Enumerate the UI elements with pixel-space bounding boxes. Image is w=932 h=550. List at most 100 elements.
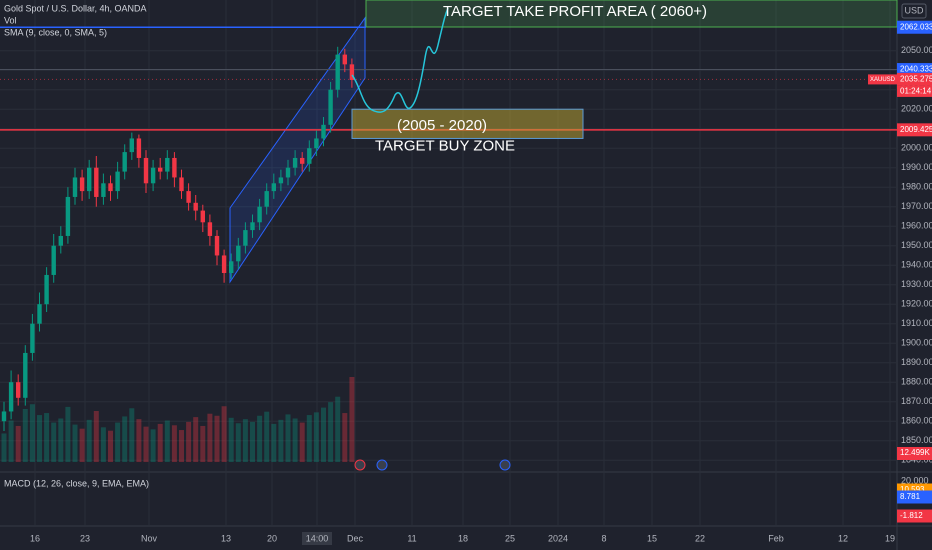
y-tick-label: 1850.000 xyxy=(901,435,932,445)
y-tick-label: 1980.000 xyxy=(901,182,932,192)
volume-bar xyxy=(15,425,21,462)
candle-body xyxy=(229,261,234,273)
buy-zone-range: (2005 - 2020) xyxy=(397,117,487,134)
volume-bar xyxy=(328,402,334,462)
x-tick-label: 25 xyxy=(505,533,515,543)
candle-body xyxy=(328,89,333,125)
candle-body xyxy=(87,167,92,192)
volume-bar xyxy=(200,425,206,462)
candle-body xyxy=(193,202,198,211)
y-tick-label: 1900.000 xyxy=(901,338,932,348)
volume-bar xyxy=(335,396,341,462)
candle-body xyxy=(108,183,113,192)
x-tick-label: 15 xyxy=(647,533,657,543)
volume-bar xyxy=(143,426,149,462)
volume-bar xyxy=(257,415,263,462)
event-icon[interactable] xyxy=(499,459,511,471)
volume-bar xyxy=(1,433,7,462)
volume-bar xyxy=(278,419,284,462)
y-tick-label: 2050.000 xyxy=(901,45,932,55)
volume-bar xyxy=(79,428,85,462)
candle-body xyxy=(292,157,298,168)
candle-body xyxy=(158,167,163,172)
symbol-tag-bg xyxy=(868,74,897,85)
last-price-label: 2035.275 xyxy=(900,75,932,84)
volume-bar xyxy=(51,422,57,462)
volume-bar xyxy=(58,418,64,462)
y-tick-label: 1860.000 xyxy=(901,416,932,426)
volume-bar xyxy=(157,423,163,462)
sma-legend: SMA (9, close, 0, SMA, 5) xyxy=(4,27,107,37)
y-tick-label: 1920.000 xyxy=(901,299,932,309)
volume-bar xyxy=(321,407,326,462)
price-label-bg xyxy=(897,20,932,34)
candle-body xyxy=(179,177,184,192)
volume-bar xyxy=(44,413,50,462)
volume-bar xyxy=(8,420,14,462)
volume-bar xyxy=(228,417,234,462)
last-price-label-bg xyxy=(897,72,932,86)
volume-bar xyxy=(242,419,248,462)
x-tick-label: 11 xyxy=(407,533,416,543)
candle-body xyxy=(129,138,134,153)
candle-body xyxy=(271,183,276,192)
candle-body xyxy=(79,177,85,192)
volume-bar xyxy=(221,406,227,462)
candle-body xyxy=(122,152,127,172)
candle-body xyxy=(58,235,63,246)
volume-bar xyxy=(129,408,135,462)
candle-body xyxy=(207,222,213,236)
x-tick-label: 19 xyxy=(885,533,895,543)
volume-bar xyxy=(108,430,113,462)
macd-tick-label: 20.000 xyxy=(901,475,929,485)
candle-body xyxy=(314,138,319,149)
y-tick-label: 2000.000 xyxy=(901,143,932,153)
x-tick-label: 12 xyxy=(838,533,848,543)
currency-box[interactable] xyxy=(901,3,927,19)
macd-label: 10.593 xyxy=(900,485,925,494)
volume-bar xyxy=(150,429,156,462)
volume-bar xyxy=(93,410,99,462)
volume-bar xyxy=(292,418,298,462)
candle-body xyxy=(172,157,177,178)
candle-body xyxy=(8,382,14,412)
volume-bar xyxy=(250,421,255,462)
x-tick-label: 13 xyxy=(221,533,231,543)
volume-bar xyxy=(122,416,128,462)
marks xyxy=(0,0,898,462)
volume-bar xyxy=(65,406,71,462)
y-tick-label: 1990.000 xyxy=(901,162,932,172)
candle-body xyxy=(72,177,78,197)
x-tick-label: 14:00 xyxy=(306,533,329,543)
y-tick-label: 1930.000 xyxy=(901,279,932,289)
take-profit-text: TARGET TAKE PROFIT AREA ( 2060+) xyxy=(443,3,707,20)
y-tick-label: 1890.000 xyxy=(901,357,932,367)
x-tick-label: 2024 xyxy=(548,533,568,543)
y-tick-label: 2020.000 xyxy=(901,104,932,114)
y-tick-label: 1950.000 xyxy=(901,240,932,250)
volume-bar xyxy=(86,419,92,462)
countdown-bg xyxy=(897,85,932,97)
candle-body xyxy=(23,352,28,398)
candle-body xyxy=(200,210,205,223)
x-tick-label: 23 xyxy=(80,533,90,543)
candle-body xyxy=(236,245,241,262)
volume-tag-bg xyxy=(897,447,932,460)
event-icon[interactable] xyxy=(354,459,366,471)
buy-zone-text: TARGET BUY ZONE xyxy=(375,137,515,154)
candle-body xyxy=(300,157,305,164)
volume-bar xyxy=(207,413,213,462)
x-tick-label: 18 xyxy=(458,533,468,543)
y-tick-label: 1940.000 xyxy=(901,260,932,270)
event-icon[interactable] xyxy=(376,459,388,471)
candle-body xyxy=(101,183,106,197)
volume-bar xyxy=(264,411,270,462)
macd-label-bg xyxy=(897,509,932,523)
volume-bar xyxy=(235,423,241,462)
price-label: 2009.425 xyxy=(900,125,932,134)
candle-body xyxy=(65,196,71,236)
price-label-bg xyxy=(897,123,932,137)
candle-body xyxy=(264,191,269,207)
